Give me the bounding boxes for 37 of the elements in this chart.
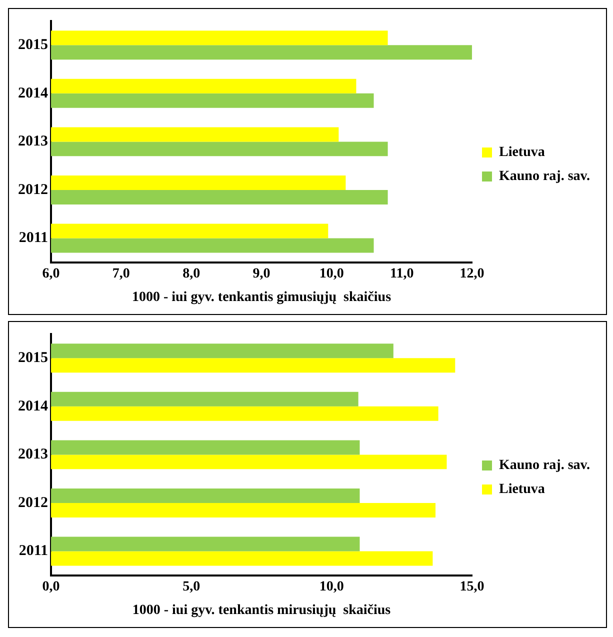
legend-label: Lietuva bbox=[498, 145, 545, 160]
bar bbox=[51, 406, 438, 421]
y-tick-label: 2013 bbox=[18, 134, 48, 150]
x-tick-label: 11,0 bbox=[390, 266, 414, 282]
y-tick-label: 2012 bbox=[18, 494, 48, 511]
x-tick-label: 7,0 bbox=[112, 266, 130, 282]
legend-label: Kauno raj. sav. bbox=[498, 169, 590, 184]
bar bbox=[51, 502, 436, 518]
legend-label: Kauno raj. sav. bbox=[498, 458, 590, 474]
bar bbox=[51, 392, 358, 406]
legend-label: Lietuva bbox=[498, 482, 545, 498]
x-axis-title: 1000 - iui gyv. tenkantis gimusiųjų skaičius bbox=[132, 290, 392, 306]
y-tick-label: 2011 bbox=[18, 543, 48, 560]
y-tick-label: 2013 bbox=[18, 446, 48, 463]
bar bbox=[51, 344, 394, 358]
x-tick-label: 15,0 bbox=[460, 579, 484, 594]
x-tick-label: 9,0 bbox=[252, 266, 270, 282]
y-tick-label: 2012 bbox=[18, 182, 48, 198]
x-tick-label: 8,0 bbox=[182, 266, 200, 282]
y-tick-label: 2014 bbox=[18, 85, 48, 102]
y-tick-label: 2015 bbox=[18, 37, 48, 54]
bar bbox=[51, 536, 360, 552]
x-tick-label: 6,0 bbox=[42, 266, 60, 282]
y-tick-label: 2011 bbox=[18, 230, 48, 246]
x-tick-label: 10,0 bbox=[319, 579, 344, 594]
bar bbox=[51, 488, 360, 503]
x-axis-title: 1000 - iui gyv. tenkantis mirusiųjų skaičius bbox=[132, 603, 392, 618]
bar bbox=[51, 454, 447, 470]
x-tick-label: 10,0 bbox=[319, 266, 344, 282]
x-tick-label: 5,0 bbox=[182, 579, 200, 594]
bar bbox=[51, 358, 456, 373]
y-tick-label: 2014 bbox=[18, 398, 48, 414]
x-tick-label: 0,0 bbox=[42, 579, 60, 594]
x-tick-label: 12,0 bbox=[460, 266, 484, 282]
bar bbox=[51, 440, 360, 455]
y-tick-label: 2015 bbox=[18, 350, 48, 366]
bar bbox=[51, 551, 433, 566]
